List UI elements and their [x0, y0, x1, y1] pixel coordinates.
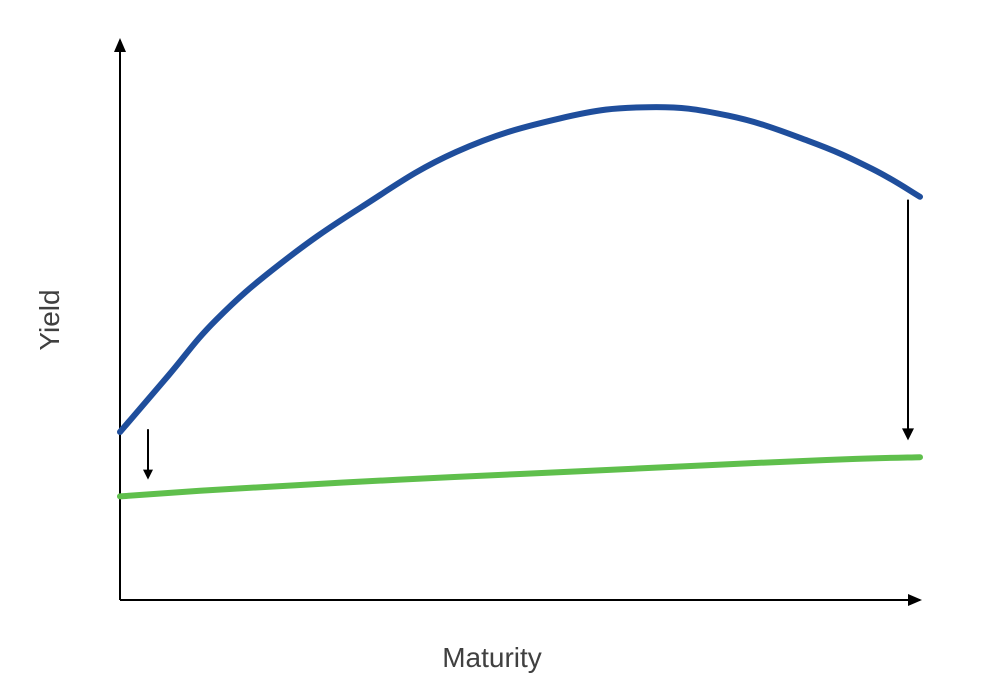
chart-svg: [0, 0, 984, 693]
yield-curve-chart: Yield Maturity: [0, 0, 984, 693]
x-axis-label: Maturity: [442, 642, 542, 674]
y-axis-label: Yield: [34, 289, 66, 350]
